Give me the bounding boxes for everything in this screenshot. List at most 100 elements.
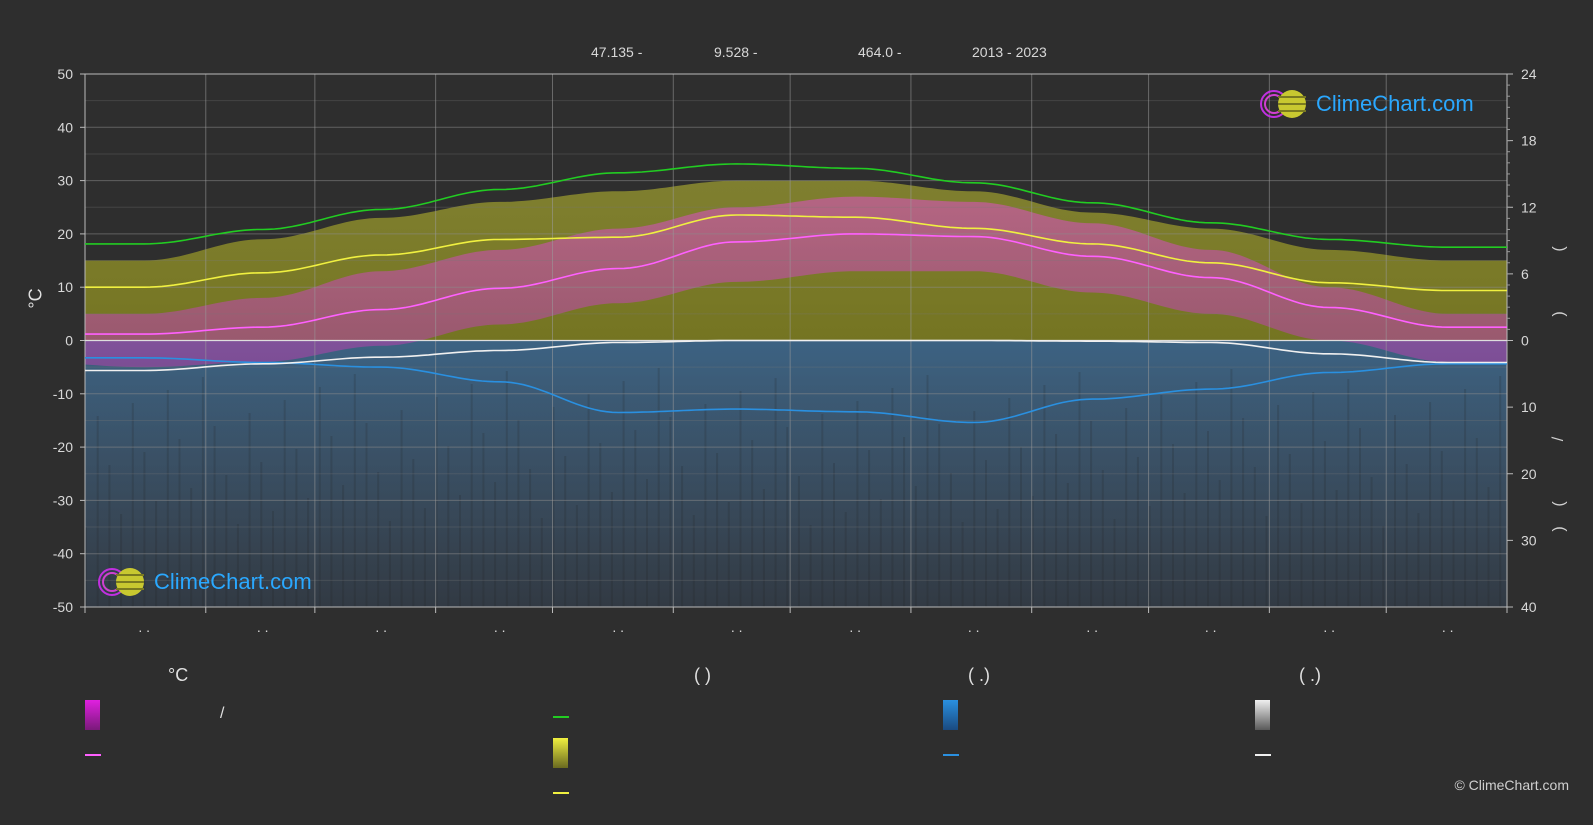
texture-stripe: [1370, 477, 1373, 607]
texture-stripe: [1323, 441, 1326, 607]
left-tick-label: 30: [57, 173, 73, 189]
month-tick-label: . .: [257, 619, 269, 635]
left-tick-label: -50: [53, 599, 73, 615]
sunshine-line: [85, 214, 1507, 292]
texture-stripe: [1101, 470, 1104, 607]
texture-stripe: [926, 375, 929, 607]
texture-stripe: [1347, 379, 1350, 607]
legend-temp-range-swatch: [85, 700, 100, 730]
legend-snow-band-swatch: [1255, 700, 1270, 730]
legend-snow-title: ( .): [1299, 665, 1321, 685]
texture-stripe: [985, 460, 987, 607]
left-tick-label: 40: [57, 119, 73, 135]
left-tick-label: -20: [53, 439, 73, 455]
legend-mean-temp-swatch: [85, 754, 101, 756]
month-tick-label: . .: [494, 619, 506, 635]
texture-stripe: [856, 401, 859, 607]
texture-stripe: [739, 391, 742, 607]
texture-stripe: [190, 488, 193, 607]
texture-stripe: [236, 524, 239, 607]
legend-snow-line-swatch: [1255, 754, 1271, 756]
legend-rain-band-swatch: [943, 700, 958, 730]
texture-stripe: [1394, 415, 1396, 607]
texture-stripe: [494, 482, 497, 607]
snow-line: [85, 339, 1507, 372]
texture-stripe: [1020, 447, 1022, 607]
month-tick-label: . .: [138, 619, 150, 635]
right-axis-glyph: (: [1550, 501, 1568, 507]
right-top-tick-label: 12: [1521, 199, 1537, 215]
texture-stripe: [272, 511, 274, 607]
logo-bottom-left: ClimeChart.com: [96, 566, 312, 598]
texture-stripe: [692, 515, 695, 607]
texture-stripe: [1183, 493, 1186, 607]
legend-sun-title: ( ): [694, 665, 711, 685]
logo-icon: [98, 568, 144, 596]
texture-stripe: [751, 440, 754, 607]
month-tick-label: . .: [1442, 619, 1454, 635]
left-tick-label: -30: [53, 492, 73, 508]
texture-stripe: [517, 420, 520, 607]
texture-stripe: [657, 368, 660, 607]
texture-stripe: [1288, 454, 1291, 607]
left-tick-label: 20: [57, 226, 73, 242]
texture-stripe: [1265, 516, 1268, 607]
right-bottom-tick-label: 10: [1521, 399, 1537, 415]
left-tick-label: -40: [53, 546, 73, 562]
texture-stripe: [774, 378, 777, 607]
texture-stripe: [1207, 431, 1209, 607]
texture-stripe: [1148, 506, 1151, 607]
texture-stripe: [599, 443, 602, 607]
texture-stripe: [388, 521, 391, 607]
month-tick-label: . .: [849, 619, 861, 635]
texture-stripe: [1008, 398, 1011, 607]
texture-stripe: [1055, 434, 1058, 607]
texture-stripe: [120, 514, 123, 607]
chart-bands: [85, 180, 1507, 607]
texture-stripe: [938, 424, 941, 607]
texture-stripe: [330, 436, 333, 607]
texture-stripe: [131, 403, 134, 607]
texture-stripe: [809, 525, 812, 607]
texture-stripe: [1417, 513, 1420, 607]
texture-stripe: [891, 388, 894, 607]
texture-stripe: [540, 518, 543, 607]
texture-stripe: [529, 469, 532, 607]
texture-stripe: [610, 492, 613, 607]
texture-stripe: [961, 522, 964, 607]
texture-stripe: [821, 414, 824, 607]
right-axis-glyph: ): [1550, 526, 1568, 532]
texture-stripe: [1253, 467, 1256, 607]
texture-stripe: [669, 417, 672, 607]
legend-sunshine-line-swatch: [553, 792, 569, 794]
left-axis-label: °C: [25, 288, 46, 309]
texture-stripe: [260, 462, 263, 607]
texture-stripe: [318, 387, 321, 607]
texture-stripe: [797, 476, 800, 607]
texture-stripe: [903, 437, 906, 607]
texture-stripe: [868, 450, 871, 607]
month-tick-label: . .: [1205, 619, 1217, 635]
left-tick-label: 10: [57, 279, 73, 295]
texture-stripe: [178, 439, 181, 607]
texture-stripe: [1405, 464, 1408, 607]
texture-stripe: [201, 377, 204, 607]
texture-stripe: [1113, 519, 1116, 607]
texture-stripe: [1464, 389, 1467, 607]
texture-stripe: [762, 489, 765, 607]
texture-stripe: [1043, 385, 1046, 607]
texture-stripe: [459, 495, 461, 607]
right-axis-glyph: ): [1550, 311, 1568, 317]
legend-temp-range-label: /: [220, 705, 225, 722]
logo-icon: [1260, 90, 1306, 118]
texture-stripe: [85, 527, 87, 607]
texture-stripe: [143, 452, 146, 607]
texture-stripe: [412, 459, 415, 607]
legend-rain-line-swatch: [943, 754, 959, 756]
latitude-text: 47.135 -: [591, 44, 643, 60]
texture-stripe: [1475, 438, 1478, 607]
rain-band: [85, 340, 1507, 607]
texture-stripe: [213, 426, 216, 607]
right-top-tick-label: 18: [1521, 133, 1537, 149]
texture-stripe: [634, 430, 637, 607]
